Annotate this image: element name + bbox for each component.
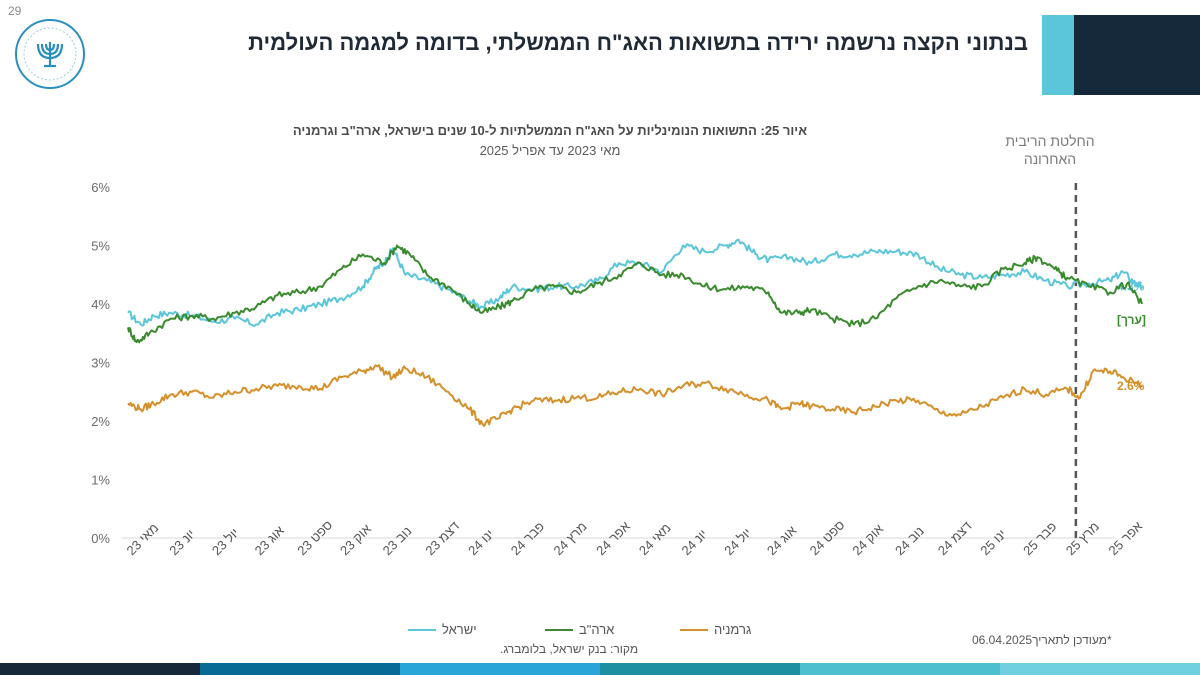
x-tick-label: יונ 24 <box>679 526 711 558</box>
y-tick-label: 6% <box>91 180 110 195</box>
series-line-usa <box>127 244 1143 344</box>
series-line-israel <box>127 238 1143 328</box>
legend-item-israel: ישראל <box>408 622 477 637</box>
bar-segment <box>200 663 400 675</box>
legend-item-germany: גרמניה <box>680 622 751 637</box>
bar-segment <box>1000 663 1200 675</box>
x-tick-label: ינו 25 <box>977 526 1009 558</box>
x-tick-label: יול 24 <box>721 525 754 558</box>
y-tick-label: 5% <box>91 239 110 254</box>
y-tick-label: 2% <box>91 414 110 429</box>
bar-segment <box>800 663 1000 675</box>
y-tick-label: 0% <box>91 531 110 546</box>
bank-of-israel-logo <box>15 19 85 89</box>
x-tick-label: יול 23 <box>209 525 242 558</box>
x-tick-label: יונ 23 <box>166 526 198 558</box>
y-tick-label: 1% <box>91 473 110 488</box>
bottom-color-bar <box>0 663 1200 675</box>
legend-swatch <box>408 628 436 631</box>
legend-swatch <box>545 628 573 631</box>
title-accent-dark <box>1074 15 1200 95</box>
title-accent-light <box>1042 15 1074 95</box>
bar-segment <box>0 663 200 675</box>
end-label-israel: 4.3% <box>1117 279 1145 293</box>
rate-decision-annotation: החלטת הריבית האחרונה <box>990 132 1110 168</box>
source-note: מקור: בנק ישראל, בלומברג. <box>500 642 639 656</box>
x-tick-label: מאי 24 <box>636 520 674 558</box>
legend-label: גרמניה <box>714 622 752 637</box>
legend-label: ישראל <box>442 622 477 637</box>
annotation-line-1: החלטת הריבית <box>1005 133 1095 149</box>
legend-label: ארה"ב <box>579 622 615 637</box>
update-date-note: *מעודכן לתאריך06.04.2025 <box>972 633 1112 647</box>
x-tick-label: אוק 24 <box>849 521 886 558</box>
chart-subtitle: מאי 2023 עד אפריל 2025 <box>479 143 621 158</box>
x-tick-label: אוג 24 <box>764 523 799 558</box>
series-line-germany <box>127 364 1143 427</box>
x-tick-label: אוג 23 <box>252 523 287 558</box>
legend-swatch <box>680 628 708 631</box>
x-tick-label: אוק 23 <box>337 521 374 558</box>
y-tick-label: 4% <box>91 297 110 312</box>
end-label-germany: 2.6% <box>1117 379 1145 393</box>
x-tick-label: נוב 24 <box>892 523 927 558</box>
end-label-usa: [ערך] <box>1117 313 1146 327</box>
x-tick-label: מאי 23 <box>124 520 162 558</box>
slide-title: בנתוני הקצה נרשמה ירידה בתשואות האג"ח המ… <box>248 30 1028 55</box>
x-tick-label: נוב 23 <box>380 523 415 558</box>
bar-segment <box>600 663 800 675</box>
page-number: 29 <box>8 4 22 18</box>
bar-segment <box>400 663 600 675</box>
y-tick-label: 3% <box>91 356 110 371</box>
x-tick-label: ינו 24 <box>465 526 497 558</box>
legend-item-usa: ארה"ב <box>545 622 614 637</box>
chart-title: איור 25: התשואות הנומינליות על האג"ח הממ… <box>292 123 808 138</box>
annotation-line-2: האחרונה <box>1023 151 1077 167</box>
